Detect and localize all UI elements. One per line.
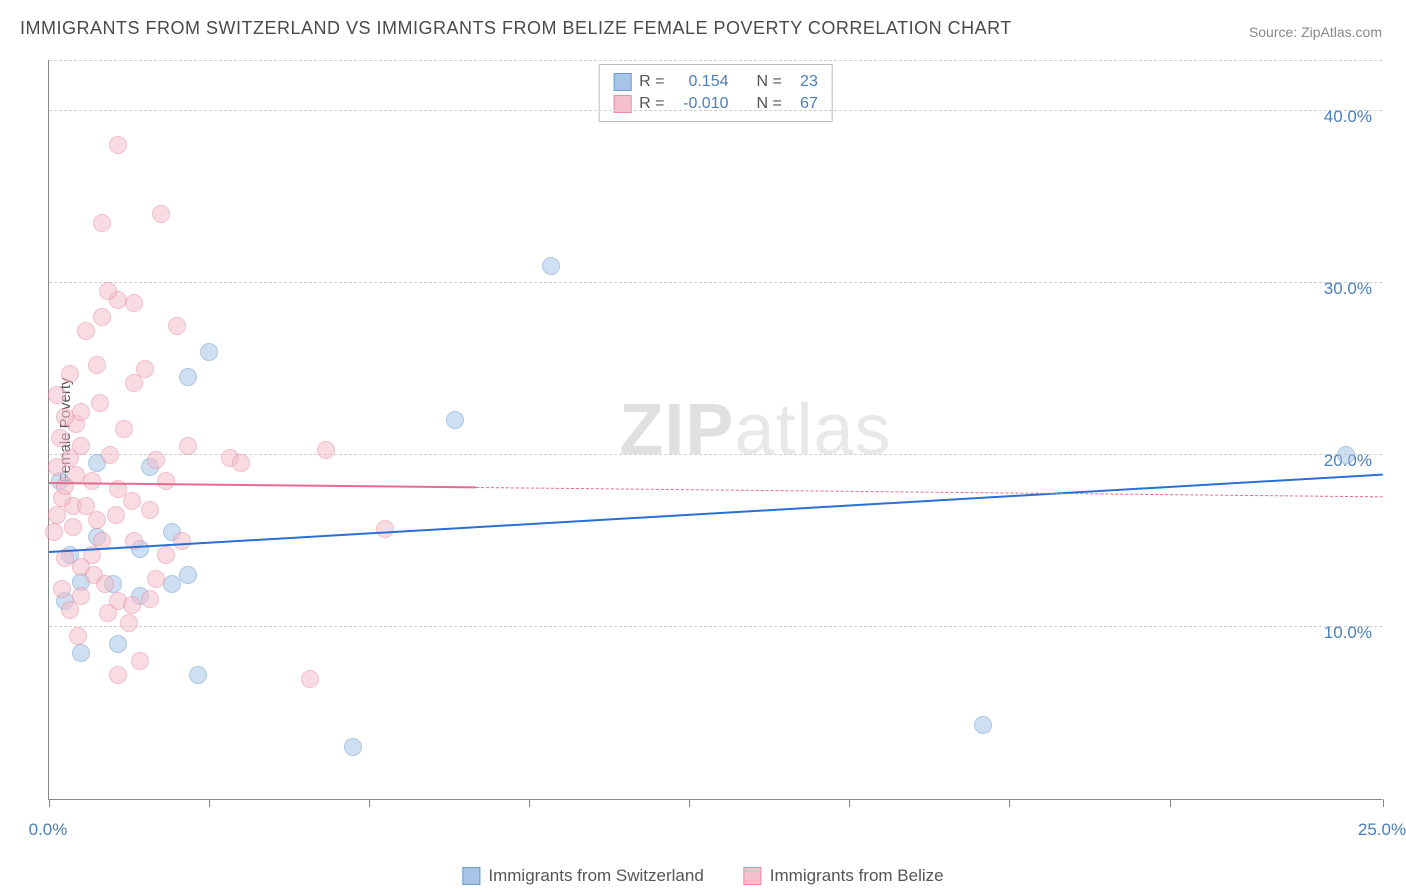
swatch-belize-icon [744,867,762,885]
data-point [107,506,125,524]
data-point [96,575,114,593]
source-label: Source: ZipAtlas.com [1249,24,1382,40]
gridline [49,454,1382,455]
data-point [163,575,181,593]
data-point [72,644,90,662]
swatch-switzerland [613,73,631,91]
data-point [64,518,82,536]
data-point [83,472,101,490]
data-point [61,365,79,383]
data-point [45,523,63,541]
data-point [72,403,90,421]
x-tick [1383,799,1384,807]
y-tick-label: 40.0% [1324,107,1372,127]
data-point [344,738,362,756]
data-point [157,546,175,564]
data-point [301,670,319,688]
x-tick [529,799,530,807]
data-point [77,322,95,340]
chart-plot-area: ZIPatlas Female Poverty R = 0.154 N = 23… [48,60,1382,800]
data-point [376,520,394,538]
x-tick [1009,799,1010,807]
x-tick-label: 25.0% [1358,820,1406,840]
x-tick [1170,799,1171,807]
data-point [147,570,165,588]
data-point [141,501,159,519]
y-tick-label: 10.0% [1324,623,1372,643]
data-point [120,614,138,632]
data-point [179,437,197,455]
data-point [157,472,175,490]
data-point [125,374,143,392]
x-tick [689,799,690,807]
x-tick [369,799,370,807]
n-value-belize: 67 [790,93,818,115]
n-value-switzerland: 23 [790,71,818,93]
data-point [99,282,117,300]
data-point [446,411,464,429]
data-point [53,580,71,598]
data-point [109,136,127,154]
data-point [131,652,149,670]
data-point [123,596,141,614]
data-point [1337,446,1355,464]
data-point [56,477,74,495]
data-point [542,257,560,275]
correlation-legend: R = 0.154 N = 23 R = -0.010 N = 67 [598,64,833,122]
data-point [101,446,119,464]
r-value-switzerland: 0.154 [673,71,729,93]
data-point [69,627,87,645]
x-tick [49,799,50,807]
data-point [168,317,186,335]
data-point [48,386,66,404]
data-point [141,590,159,608]
data-point [173,532,191,550]
x-tick-label: 0.0% [29,820,68,840]
y-tick-label: 30.0% [1324,279,1372,299]
data-point [51,429,69,447]
data-point [93,308,111,326]
data-point [88,356,106,374]
data-point [93,214,111,232]
gridline [49,282,1382,283]
legend-item-belize: Immigrants from Belize [744,866,944,886]
legend-item-switzerland: Immigrants from Switzerland [462,866,703,886]
legend-row-belize: R = -0.010 N = 67 [613,93,818,115]
r-value-belize: -0.010 [673,93,729,115]
data-point [109,635,127,653]
gridline [49,110,1382,111]
data-point [189,666,207,684]
x-tick [849,799,850,807]
data-point [974,716,992,734]
data-point [115,420,133,438]
data-point [72,437,90,455]
data-point [147,451,165,469]
chart-title: IMMIGRANTS FROM SWITZERLAND VS IMMIGRANT… [20,18,1012,39]
series-legend: Immigrants from Switzerland Immigrants f… [462,866,943,886]
gridline [49,626,1382,627]
gridline [49,60,1382,61]
trend-line [476,487,1383,497]
data-point [200,343,218,361]
data-point [179,566,197,584]
data-point [99,604,117,622]
x-tick [209,799,210,807]
data-point [61,601,79,619]
data-point [232,454,250,472]
data-point [123,492,141,510]
watermark: ZIPatlas [619,389,891,471]
data-point [179,368,197,386]
data-point [317,441,335,459]
data-point [77,497,95,515]
data-point [91,394,109,412]
data-point [109,666,127,684]
data-point [152,205,170,223]
legend-row-switzerland: R = 0.154 N = 23 [613,71,818,93]
swatch-switzerland-icon [462,867,480,885]
data-point [125,294,143,312]
